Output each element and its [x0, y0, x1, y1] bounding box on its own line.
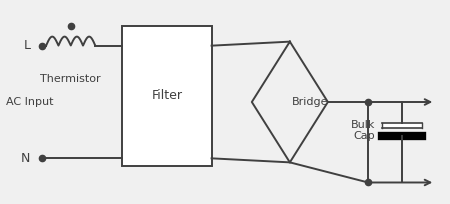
Text: Bulk: Bulk — [351, 120, 375, 130]
Text: Thermistor: Thermistor — [40, 74, 101, 84]
Bar — [122, 26, 212, 166]
Text: N: N — [21, 152, 31, 165]
Text: Filter: Filter — [151, 90, 182, 102]
Bar — [382, 123, 422, 128]
Text: AC Input: AC Input — [6, 97, 54, 107]
Text: L: L — [23, 39, 31, 52]
Text: Bridge: Bridge — [292, 97, 328, 107]
Text: Cap: Cap — [353, 131, 375, 141]
